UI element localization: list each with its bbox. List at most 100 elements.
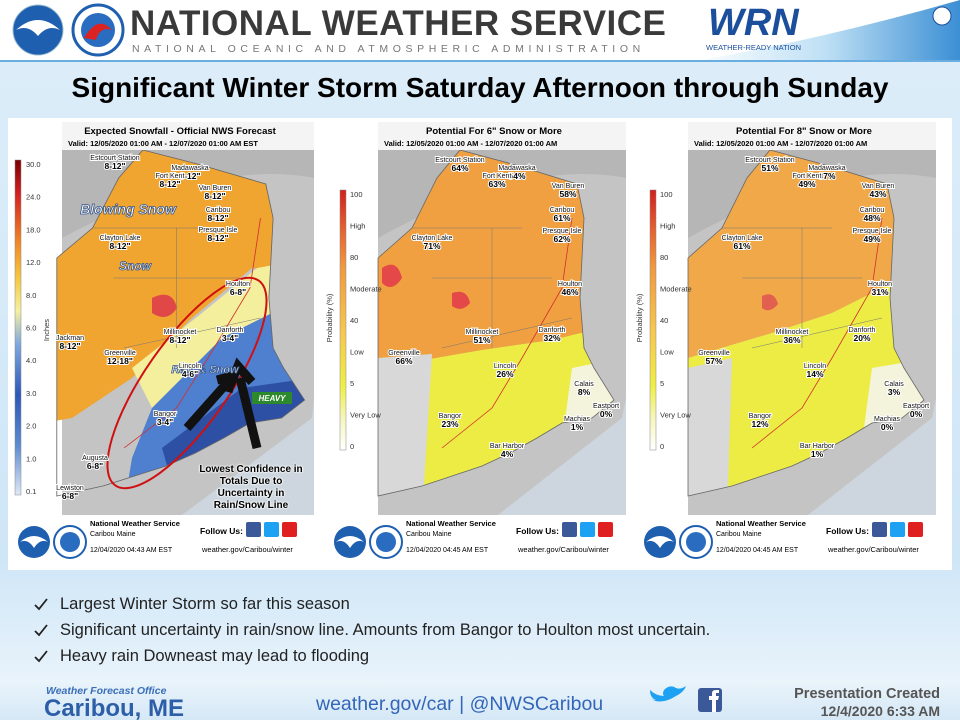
city-value: 4-6" xyxy=(182,369,198,379)
check-svg xyxy=(34,624,48,637)
city-name: Lincoln xyxy=(494,363,516,370)
city-name: Greenville xyxy=(388,350,420,357)
footer-office: National Weather Service xyxy=(406,519,496,528)
title-band xyxy=(688,122,936,150)
legend-tick: Very Low xyxy=(660,411,691,420)
city-value: 8-12" xyxy=(179,171,200,181)
facebook-icon xyxy=(562,522,577,537)
legend-tick: 1.0 xyxy=(26,454,36,463)
state-outline xyxy=(56,149,306,497)
nws-logo-core xyxy=(686,532,706,552)
city-name: Eastport xyxy=(593,403,619,410)
bullet-text: Significant uncertainty in rain/snow lin… xyxy=(60,621,711,639)
bullet-text: Heavy rain Downeast may lead to flooding xyxy=(60,647,370,665)
legend-tick: 0 xyxy=(660,442,664,451)
city-name: Millinocket xyxy=(164,329,197,336)
facebook-icon xyxy=(246,522,261,537)
city-value: 49% xyxy=(798,179,815,189)
noaa-gull xyxy=(646,536,674,548)
legend-tick: 18.0 xyxy=(26,225,41,234)
legend-tick: High xyxy=(660,222,675,231)
legend-title: Probability (%) xyxy=(325,293,334,342)
legend-tick: 6.0 xyxy=(26,324,36,333)
map-panel: Potential For 6" Snow or More Valid: 12/0… xyxy=(322,118,630,570)
roads xyxy=(751,217,883,449)
city-name: Danforth xyxy=(539,327,566,334)
nws-logo-mark xyxy=(84,23,112,40)
wrn-logo: WRN xyxy=(708,2,800,44)
roads xyxy=(123,217,261,449)
legend-tick: Moderate xyxy=(660,285,692,294)
legend-tick: 12.0 xyxy=(26,258,41,267)
city-name: Millinocket xyxy=(776,329,809,336)
city-value: 58% xyxy=(559,189,576,199)
check-mark xyxy=(34,623,48,637)
legend-tick: 80 xyxy=(350,253,358,262)
youtube-icon xyxy=(282,522,297,537)
city-value: 63% xyxy=(488,179,505,189)
footer-location: Caribou Maine xyxy=(406,531,452,538)
legend-bar xyxy=(14,159,22,496)
forecast-zone xyxy=(378,354,432,496)
city-value: 8-12" xyxy=(169,335,190,345)
forecast-zone xyxy=(688,358,732,496)
check-path xyxy=(34,598,48,611)
city-name: Greenville xyxy=(698,350,730,357)
legend-tick: 30.0 xyxy=(26,160,41,169)
city-value: 36% xyxy=(783,335,800,345)
header-subtitle: NATIONAL OCEANIC AND ATMOSPHERIC ADMINIS… xyxy=(132,43,645,55)
legend-tick: 24.0 xyxy=(26,193,41,202)
city-value: 12% xyxy=(751,419,768,429)
twitter-icon xyxy=(580,522,595,537)
city-name: Caribou xyxy=(550,207,575,214)
city-name: Presque Isle xyxy=(853,228,892,235)
forecast-zone xyxy=(152,294,177,317)
city-name: Lincoln xyxy=(179,363,201,370)
header-graphics: WRN WEATHER-READY NATION xyxy=(0,0,960,62)
city-name: Estcourt Station xyxy=(435,157,485,164)
city-value: 8-12" xyxy=(109,241,130,251)
city-name: Lewiston xyxy=(56,485,84,492)
twitter-icon xyxy=(264,522,279,537)
header: WRN WEATHER-READY NATION NATIONAL WEATHE… xyxy=(0,0,960,62)
state-outline xyxy=(687,149,925,497)
city-name: Augusta xyxy=(82,455,108,462)
city-value: 6-8" xyxy=(87,461,103,471)
legend-tick: Low xyxy=(660,348,674,357)
city-name: Houlton xyxy=(868,281,892,288)
footer-follow: Follow Us: xyxy=(516,526,559,536)
forecast-zone xyxy=(762,294,778,311)
noaa-gull xyxy=(16,20,60,36)
city-name: Caribou xyxy=(206,207,231,214)
city-name: Bar Harbor xyxy=(800,443,835,450)
wrn-tagline: WEATHER-READY NATION xyxy=(706,43,801,52)
footer-office: National Weather Service xyxy=(90,519,180,528)
heavy-box xyxy=(252,392,292,404)
legend-tick: 40 xyxy=(660,316,668,325)
footer-issued: 12/04/2020 04:45 AM EST xyxy=(406,547,489,554)
legend-tick: 0 xyxy=(350,442,354,451)
city-value: 1% xyxy=(811,449,824,459)
city-value: 4% xyxy=(501,449,514,459)
ocean xyxy=(498,398,626,515)
title-band xyxy=(378,122,626,150)
footer-issued: 12/04/2020 04:43 AM EST xyxy=(90,547,173,554)
legend-bar xyxy=(339,189,347,451)
city-value: 12-18" xyxy=(107,356,133,366)
check-mark xyxy=(34,597,48,611)
city-value: 46% xyxy=(561,287,578,297)
header-swoosh xyxy=(690,0,960,62)
city-name: Madawaska xyxy=(498,165,535,172)
city-name: Estcourt Station xyxy=(90,155,140,162)
city-value: 14% xyxy=(806,369,823,379)
city-name: Caribou xyxy=(860,207,885,214)
city-value: 8-12" xyxy=(207,233,228,243)
county-lines xyxy=(412,227,573,349)
city-value: 8-12" xyxy=(204,191,225,201)
map-annotation: HEAVY xyxy=(259,394,287,403)
footer-url: weather.gov/Caribou/winter xyxy=(201,545,293,554)
legend-tick: 3.0 xyxy=(26,389,36,398)
city-value: 32% xyxy=(543,333,560,343)
city-name: Jackman xyxy=(56,335,84,342)
